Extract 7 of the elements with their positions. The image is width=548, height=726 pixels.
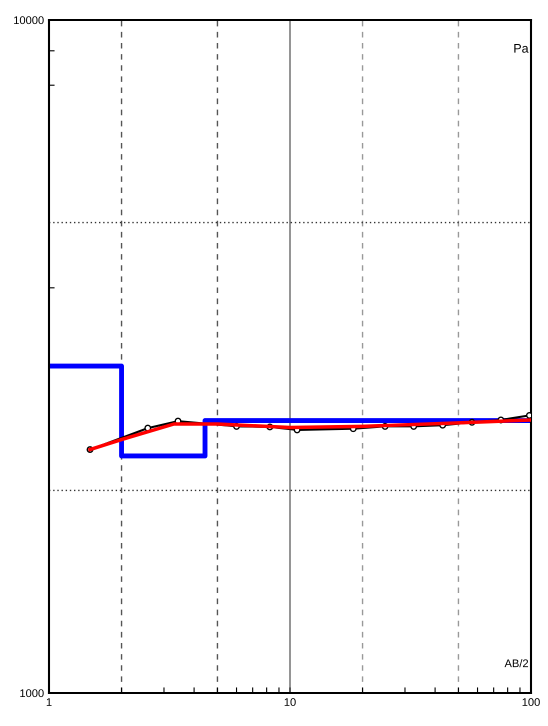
y-tick-label: 10000 xyxy=(14,16,44,24)
y-tick-label: 1000 xyxy=(20,689,44,698)
x-tick-label: 1 xyxy=(46,698,52,706)
x-tick-label: 10 xyxy=(284,698,296,706)
x-tick-label: 100 xyxy=(522,698,540,706)
y-axis-title: Pa xyxy=(514,44,529,53)
x-axis-title: AB/2 xyxy=(504,659,528,668)
